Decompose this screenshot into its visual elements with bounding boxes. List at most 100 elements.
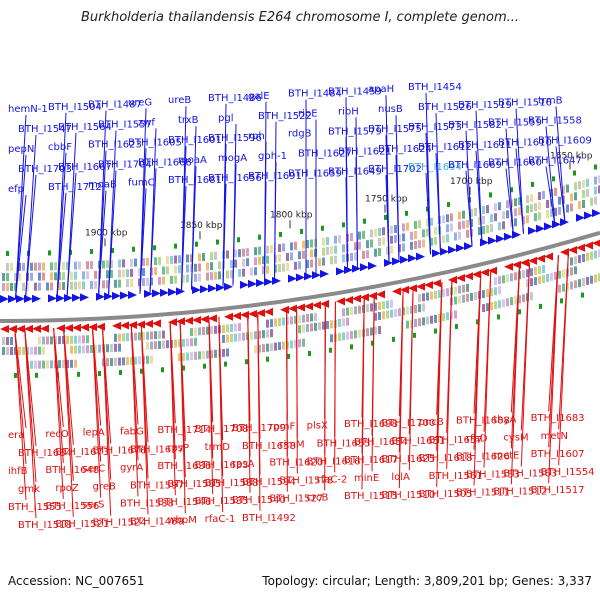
gene-label[interactable]: rfaD [466, 434, 488, 445]
gene-label[interactable]: BTH_I1510 [381, 490, 435, 501]
gene-label[interactable]: BTH_I1578 [279, 476, 333, 487]
gene-label[interactable]: BTH_I1585 [167, 479, 221, 490]
gene-label[interactable]: ureB [168, 95, 191, 106]
gene-label[interactable]: BTH_I1626 [456, 452, 510, 463]
gene-label[interactable]: mogA [218, 153, 247, 164]
gene-label[interactable]: thyA [493, 414, 516, 425]
gene-label[interactable]: BTH_I1647 [528, 155, 582, 166]
gene-label[interactable]: BTH_I1607 [531, 449, 585, 460]
gene-label[interactable]: lolA [391, 472, 410, 483]
gene-label[interactable]: rpsA [232, 459, 255, 470]
gene-label[interactable]: BTH_I1624 [378, 144, 432, 155]
gene-label[interactable]: BTH_I1703 [18, 164, 72, 175]
gene-label[interactable]: BTH_I1553 [466, 470, 520, 481]
gene-label[interactable]: BTH_I1611 [458, 140, 512, 151]
gene-label[interactable]: BTH_I1655 [317, 438, 371, 449]
gene-label[interactable]: hemN-1 [8, 104, 48, 115]
gene-label[interactable]: lepA [83, 428, 105, 439]
gene-label[interactable]: BTH_I1684 [18, 448, 72, 459]
gene-label[interactable]: BTH_I1605 [128, 137, 182, 148]
gene-label[interactable]: BTH_I1649 [328, 166, 382, 177]
gene-label[interactable]: BTH_I1694 [408, 162, 462, 173]
gene-label[interactable]: BTH_I1516 [498, 98, 552, 109]
gene-label[interactable]: BTH_I1535 [195, 496, 249, 507]
gene-label[interactable]: BTH_I1609 [538, 135, 592, 146]
gene-label[interactable]: BTH_I1527 [269, 494, 323, 505]
gene-label[interactable]: trxB [178, 115, 199, 126]
gene-label[interactable]: BTH_I1573 [408, 122, 462, 133]
gene-label[interactable]: moaA [178, 155, 207, 166]
gene-label[interactable]: BTH_I1667 [58, 162, 112, 173]
gene-label[interactable]: BTH_I1505 [419, 489, 473, 500]
gene-label[interactable]: BTH_I1660 [488, 158, 542, 169]
gene-label[interactable]: BTH_I1522 [258, 111, 312, 122]
gene-label[interactable]: BTH_I1625 [381, 454, 435, 465]
gene-label[interactable]: BTH_I1518 [18, 520, 72, 531]
gene-label[interactable]: wbpM [167, 515, 197, 526]
gene-label[interactable]: rpsP [167, 443, 189, 454]
gene-label[interactable]: cbbF [48, 142, 72, 153]
gene-label[interactable]: BTH_I1517 [531, 485, 585, 496]
gene-label[interactable]: BTH_I1521 [55, 519, 109, 530]
gene-label[interactable]: BTH_I1582 [448, 120, 502, 131]
gene-label[interactable]: rdgB [288, 129, 312, 140]
gene-label[interactable]: BTH_I1546 [157, 497, 211, 508]
gene-label[interactable]: pncB [419, 417, 444, 428]
gene-label[interactable]: trmB [538, 95, 563, 106]
gene-label[interactable]: BTH_I1677 [130, 444, 184, 455]
gene-label[interactable]: fumC [128, 177, 155, 188]
gene-label[interactable]: BTH_I1610 [498, 138, 552, 149]
gene-label[interactable]: BTH_I1559 [488, 118, 542, 129]
gene-label[interactable]: apaH [368, 84, 394, 95]
gene-label[interactable]: BTH_I1486 [208, 93, 262, 104]
gene-label[interactable]: BTH_I1620 [269, 458, 323, 469]
gene-label[interactable]: trmD [205, 442, 231, 453]
gene-label[interactable]: BTH_I1459 [328, 86, 382, 97]
gene-label[interactable]: BTH_I1547 [18, 124, 72, 135]
gene-label[interactable]: BTH_I1511 [456, 488, 510, 499]
gene-label[interactable]: BTH_I1668 [138, 157, 192, 168]
gene-label[interactable]: rfaC-1 [205, 514, 236, 525]
gene-label[interactable]: BTH_I1564 [58, 122, 112, 133]
gene-label[interactable]: BTH_I1563 [503, 468, 557, 479]
gene-label[interactable]: BTH_I1698 [344, 419, 398, 430]
gene-label[interactable]: cysM [503, 432, 528, 443]
gene-label[interactable]: minE [354, 473, 379, 484]
gene-label[interactable]: fabG [120, 426, 144, 437]
gene-label[interactable]: rph [248, 131, 265, 142]
gene-label[interactable]: BTH_I1659 [288, 169, 342, 180]
gene-label[interactable]: BTH_I1691 [248, 171, 302, 182]
gene-label[interactable]: BTH_I1556 [45, 501, 99, 512]
gene-label[interactable]: BTH_I1616 [307, 456, 361, 467]
gene-label[interactable]: zwf [138, 117, 155, 128]
gene-label[interactable]: BTH_I1617 [344, 455, 398, 466]
gene-label[interactable]: nusB [378, 104, 403, 115]
gene-label[interactable]: pepN [8, 144, 34, 155]
gene-label[interactable]: BTH_I1669 [448, 160, 502, 171]
gene-label[interactable]: BTH_I1512 [493, 486, 547, 497]
gene-label[interactable]: BTH_I1492 [242, 513, 296, 524]
gene-label[interactable]: BTH_I1601 [168, 135, 222, 146]
gene-label[interactable]: plsX [307, 420, 328, 431]
gene-label[interactable]: serC [83, 464, 105, 475]
gene-label[interactable]: rpmF [269, 422, 295, 433]
gene-label[interactable]: gyrA [120, 462, 143, 473]
gene-label[interactable]: BTH_I1489 [130, 516, 184, 527]
gene-label[interactable]: BTH_I1621 [338, 146, 392, 157]
gene-label[interactable]: BTH_I1588 [205, 478, 259, 489]
gene-label[interactable]: BTH_I1612 [418, 142, 472, 153]
gene-label[interactable]: BTH_I1627 [298, 149, 352, 160]
gene-label[interactable]: recO [45, 429, 69, 440]
gene-label[interactable]: BTH_I1575 [368, 124, 422, 135]
gene-label[interactable]: BTH_I1554 [541, 467, 595, 478]
gene-label[interactable]: BTH_I1596 [208, 133, 262, 144]
gene-label[interactable]: BTH_I1658 [242, 441, 296, 452]
gene-label[interactable]: efp [8, 184, 24, 195]
gene-label[interactable]: BTH_I1524 [93, 518, 147, 529]
gene-label[interactable]: BTH_I1714 [157, 425, 211, 436]
gene-label[interactable]: BTH_I1557 [98, 120, 152, 131]
gene-label[interactable]: BTH_I1654 [354, 437, 408, 448]
gene-label[interactable]: gmk [18, 484, 40, 495]
gene-label[interactable]: BTH_I1702 [368, 164, 422, 175]
gene-label[interactable]: BTH_I1594 [242, 477, 296, 488]
